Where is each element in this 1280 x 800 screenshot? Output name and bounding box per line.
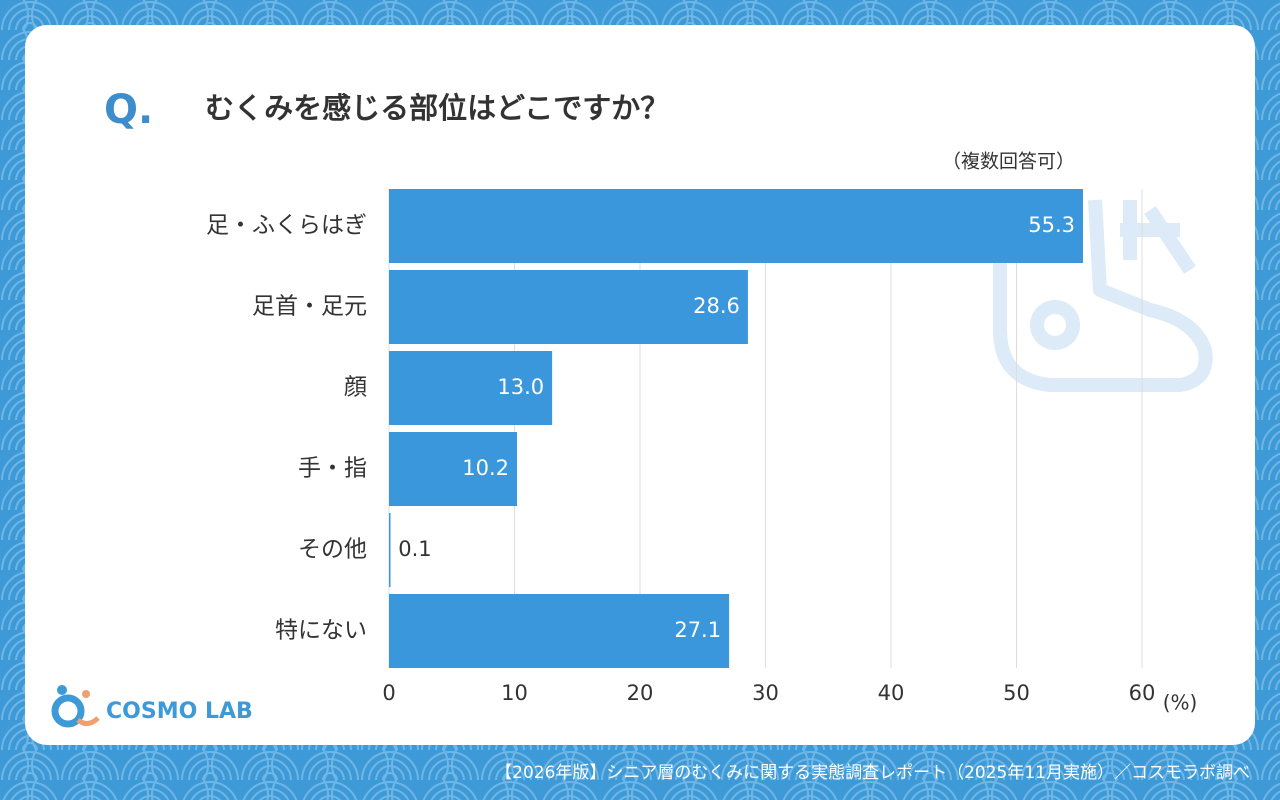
question-label: Q. — [104, 87, 153, 133]
category-label: 足・ふくらはぎ — [206, 213, 367, 239]
chart-title: むくみを感じる部位はどこですか？ — [205, 91, 669, 125]
logo: COSMO LAB — [106, 699, 253, 724]
category-label: 顔 — [344, 375, 367, 401]
category-label: その他 — [298, 537, 367, 563]
x-tick-label: 60 — [1129, 681, 1156, 705]
foot-icon — [993, 199, 1213, 392]
x-tick-label: 30 — [752, 681, 779, 705]
annotation: （複数回答可） — [942, 151, 1075, 173]
value-label: 27.1 — [674, 618, 721, 642]
value-label: 10.2 — [462, 456, 509, 480]
bar — [389, 189, 1084, 263]
x-tick-label: 40 — [878, 681, 905, 705]
x-tick-label: 50 — [1003, 681, 1030, 705]
category-label: 手・指 — [298, 456, 367, 482]
x-unit: (%) — [1163, 691, 1198, 715]
x-tick-label: 0 — [382, 681, 395, 705]
value-label: 28.6 — [693, 294, 740, 318]
bar — [389, 594, 730, 668]
x-tick-label: 20 — [627, 681, 654, 705]
value-label: 13.0 — [497, 375, 544, 399]
category-label: 足首・足元 — [252, 294, 367, 320]
value-label: 55.3 — [1028, 213, 1075, 237]
bar — [389, 513, 391, 587]
logo-mark — [51, 685, 100, 728]
bar — [389, 270, 748, 344]
value-label: 0.1 — [398, 537, 431, 561]
x-tick-label: 10 — [501, 681, 528, 705]
bar — [389, 351, 553, 425]
source: 【2026年版】シニア層のむくみに関する実態調査レポート（2025年11月実施）… — [495, 763, 1250, 783]
category-label: 特にない — [275, 618, 367, 644]
bar — [389, 432, 518, 506]
